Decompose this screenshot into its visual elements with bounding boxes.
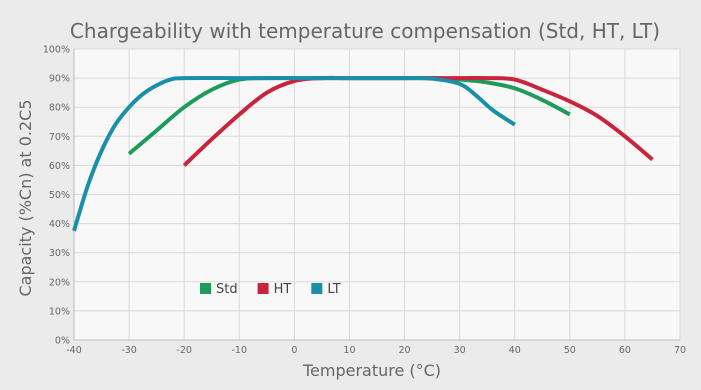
y-tick-label: 10% [49,306,70,317]
x-tick-label: 50 [564,345,576,356]
chart-title: Chargeability with temperature compensat… [70,19,660,43]
y-tick-label: 80% [49,103,70,114]
x-tick-label: 20 [398,345,410,356]
legend-label-ht: HT [274,282,292,297]
x-axis-title: Temperature (°C) [302,361,441,380]
x-tick-label: 30 [454,345,466,356]
y-tick-label: 40% [49,219,70,230]
legend-label-std: Std [216,282,238,297]
y-tick-label: 50% [49,190,70,201]
x-tick-label: -10 [232,345,248,356]
x-tick-label: 10 [343,345,355,356]
x-tick-label: 40 [509,345,521,356]
x-tick-label: 70 [674,345,686,356]
legend-swatch-ht [257,283,269,294]
x-tick-label: -20 [176,345,192,356]
x-tick-label: -40 [66,345,82,356]
series-lines [72,75,654,232]
y-axis-title: Capacity (%Cn) at 0.2C5 [16,99,35,296]
y-tick-label: 30% [49,248,70,259]
x-tick-label: -30 [121,345,137,356]
x-tick-label: 0 [291,345,297,356]
y-tick-label: 90% [49,74,70,85]
axes: 0% 10% 20% 30% 40% 50% 60% 70% 80% 90% 100% -40 -30 -… [43,45,686,357]
x-tick-label: 60 [619,345,631,356]
legend: Std HT LT [200,282,341,297]
y-tick-label: 0% [55,336,70,347]
legend-label-lt: LT [327,282,340,297]
y-tick-label: 20% [49,277,70,288]
legend-swatch-std [200,283,211,294]
legend-swatch-lt [311,283,323,294]
y-tick-label: 100% [43,45,70,56]
series-line-lt [72,75,516,232]
y-tick-label: 60% [49,161,70,172]
y-tick-label: 70% [49,132,70,143]
